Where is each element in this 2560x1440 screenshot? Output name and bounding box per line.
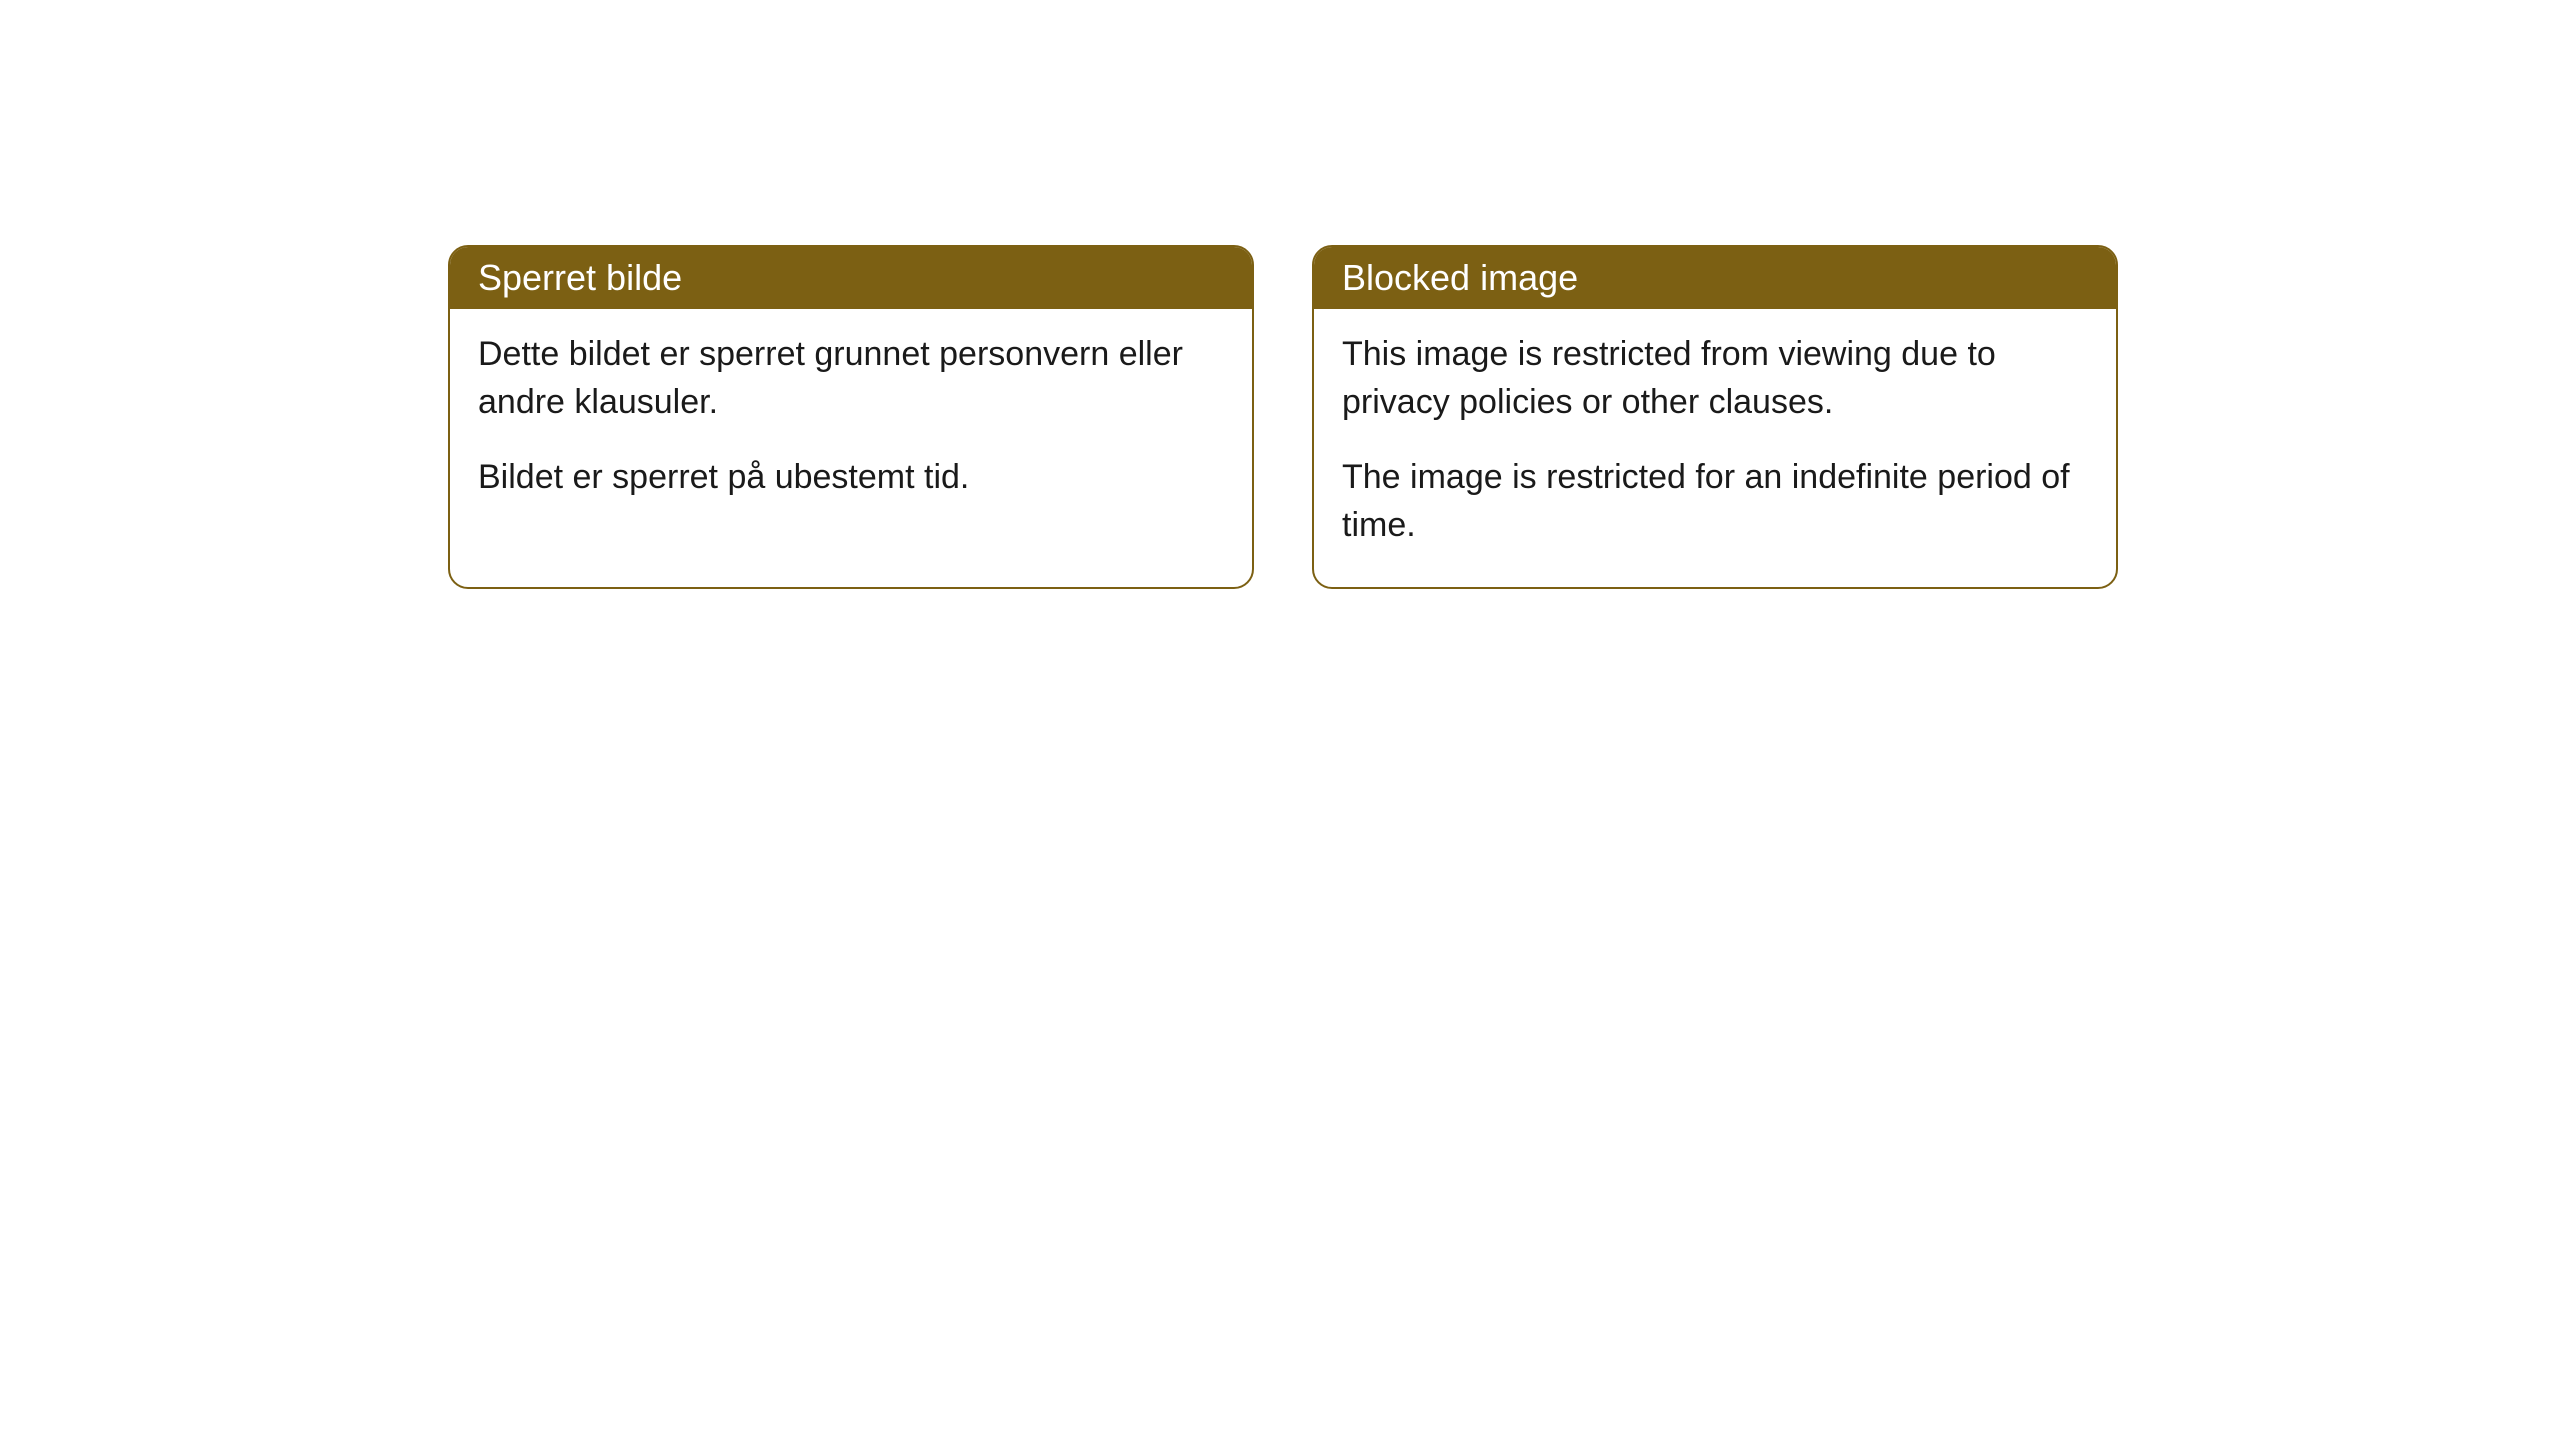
card-body-no: Dette bildet er sperret grunnet personve… (450, 309, 1252, 540)
card-title-no: Sperret bilde (478, 257, 682, 298)
card-header-en: Blocked image (1314, 247, 2116, 309)
card-body-en: This image is restricted from viewing du… (1314, 309, 2116, 587)
card-paragraph-1-en: This image is restricted from viewing du… (1342, 331, 2088, 426)
card-paragraph-1-no: Dette bildet er sperret grunnet personve… (478, 331, 1224, 426)
blocked-image-card-en: Blocked image This image is restricted f… (1312, 245, 2118, 589)
card-header-no: Sperret bilde (450, 247, 1252, 309)
notice-cards-container: Sperret bilde Dette bildet er sperret gr… (448, 245, 2118, 589)
card-paragraph-2-no: Bildet er sperret på ubestemt tid. (478, 454, 1224, 502)
card-title-en: Blocked image (1342, 257, 1578, 298)
card-paragraph-2-en: The image is restricted for an indefinit… (1342, 454, 2088, 549)
blocked-image-card-no: Sperret bilde Dette bildet er sperret gr… (448, 245, 1254, 589)
